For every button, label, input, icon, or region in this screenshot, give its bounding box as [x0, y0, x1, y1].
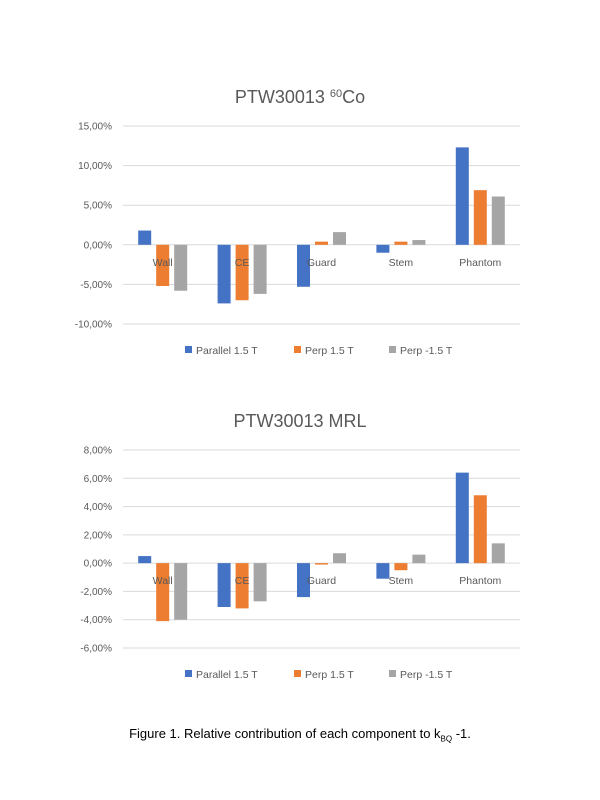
- x-category-label: Guard: [307, 575, 336, 587]
- y-tick-label: 0,00%: [84, 559, 112, 570]
- y-tick-label: -4,00%: [80, 615, 112, 626]
- x-category-label: Wall: [153, 257, 173, 269]
- caption-subscript: BQ: [440, 734, 453, 744]
- legend-label: Perp -1.5 T: [400, 345, 453, 357]
- legend-label: Perp 1.5 T: [305, 669, 354, 681]
- bar-parallel-1-5-t: [455, 472, 469, 564]
- bar-perp-1-5-t: [473, 190, 487, 245]
- x-category-label: Stem: [389, 575, 414, 587]
- legend-swatch: [389, 346, 396, 353]
- bar-perp-1-5-t: [473, 495, 487, 564]
- legend-swatch: [294, 670, 301, 677]
- figure-caption: Figure 1. Relative contribution of each …: [0, 726, 600, 744]
- y-tick-label: 4,00%: [84, 502, 112, 513]
- bar-perp-1-5-t: [394, 241, 408, 245]
- bar-perp-1-5-t: [174, 563, 188, 620]
- chart-title-superscript: 60: [330, 88, 342, 100]
- x-category-label: Phantom: [459, 575, 501, 587]
- legend-label: Parallel 1.5 T: [196, 345, 258, 357]
- bar-perp-1-5-t: [491, 543, 505, 564]
- x-category-label: CE: [235, 257, 250, 269]
- y-tick-label: 0,00%: [84, 240, 112, 251]
- x-category-label: Phantom: [459, 257, 501, 269]
- bar-perp-1-5-t: [174, 244, 188, 291]
- y-tick-label: -6,00%: [80, 644, 112, 655]
- caption-text: Figure 1. Relative contribution of each …: [129, 726, 441, 741]
- bar-parallel-1-5-t: [297, 244, 310, 287]
- bar-perp-1-5-t: [394, 563, 408, 571]
- bar-parallel-1-5-t: [376, 244, 390, 253]
- y-tick-label: 10,00%: [78, 161, 112, 172]
- legend-label: Perp -1.5 T: [400, 669, 453, 681]
- bar-perp-1-5-t: [235, 244, 249, 301]
- legend-swatch: [185, 670, 192, 677]
- chart-ptw30013-mrl: PTW30013 MRL -6,00% -4,00% -2,00% 0,00% 2,00%…: [50, 402, 550, 697]
- bar-parallel-1-5-t: [217, 563, 231, 607]
- chart-svg: PTW30013 MRL -6,00% -4,00% -2,00% 0,00% 2,00%…: [80, 411, 520, 681]
- bar-parallel-1-5-t: [217, 244, 231, 304]
- chart-title: PTW30013 60Co: [235, 87, 365, 107]
- bar-perp-1-5-t: [315, 563, 328, 565]
- x-category-label: Wall: [153, 575, 173, 587]
- chart-ptw30013-co60: PTW30013 60Co -10,00% -5,00% 0,00% 5,00% 10,0…: [50, 78, 550, 373]
- chart-title-text: PTW30013 MRL: [233, 411, 366, 431]
- bar-perp-1-5-t: [235, 563, 249, 609]
- x-category-label: Guard: [307, 257, 336, 269]
- legend-label: Perp 1.5 T: [305, 345, 354, 357]
- y-tick-label: 5,00%: [84, 201, 112, 212]
- chart-title-suffix: Co: [342, 87, 365, 107]
- y-tick-label: -5,00%: [80, 280, 112, 291]
- bar-parallel-1-5-t: [297, 563, 310, 598]
- bar-perp-1-5-t: [156, 244, 170, 286]
- bar-perp-1-5-t: [333, 232, 346, 245]
- caption-suffix: -1.: [452, 726, 471, 741]
- y-tick-label: 8,00%: [84, 446, 112, 457]
- bar-perp-1-5-t: [253, 244, 267, 294]
- bar-parallel-1-5-t: [138, 230, 152, 245]
- y-tick-label: 6,00%: [84, 474, 112, 485]
- bar-parallel-1-5-t: [376, 563, 390, 579]
- y-tick-label: 2,00%: [84, 530, 112, 541]
- bar-perp-1-5-t: [333, 553, 346, 564]
- bar-perp-1-5-t: [412, 554, 426, 564]
- y-tick-label: -2,00%: [80, 587, 112, 598]
- bar-parallel-1-5-t: [138, 556, 152, 564]
- chart-title-text: PTW30013: [235, 87, 330, 107]
- bar-perp-1-5-t: [156, 563, 170, 622]
- bar-parallel-1-5-t: [455, 147, 469, 245]
- y-tick-label: -10,00%: [75, 320, 112, 331]
- x-category-label: Stem: [389, 257, 414, 269]
- bar-perp-1-5-t: [491, 196, 505, 245]
- chart-svg: PTW30013 60Co -10,00% -5,00% 0,00% 5,00% 10,0…: [75, 87, 520, 357]
- bar-perp-1-5-t: [412, 240, 426, 245]
- bar-perp-1-5-t: [315, 241, 328, 245]
- chart-title: PTW30013 MRL: [233, 411, 366, 431]
- legend-swatch: [185, 346, 192, 353]
- legend-swatch: [389, 670, 396, 677]
- x-category-label: CE: [235, 575, 250, 587]
- bar-perp-1-5-t: [253, 563, 267, 602]
- y-tick-label: 15,00%: [78, 122, 112, 133]
- legend-label: Parallel 1.5 T: [196, 669, 258, 681]
- legend-swatch: [294, 346, 301, 353]
